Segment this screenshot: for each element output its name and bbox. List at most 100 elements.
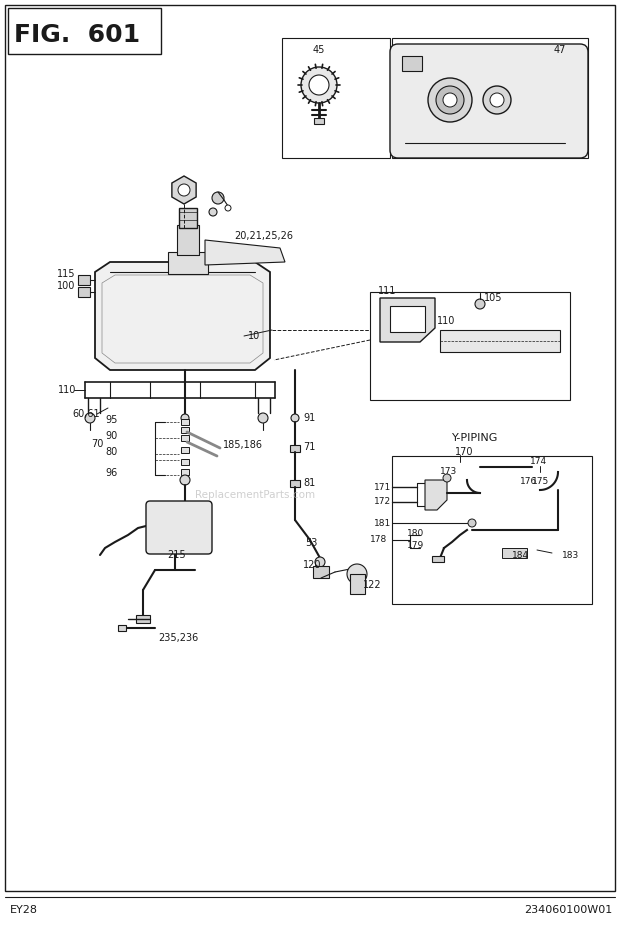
Bar (155, 530, 205, 540)
Text: 10: 10 (248, 331, 260, 341)
Circle shape (178, 184, 190, 196)
Bar (168, 252, 208, 274)
Text: 100: 100 (57, 281, 76, 291)
Polygon shape (95, 262, 270, 370)
Bar (181, 435, 189, 441)
Text: 180: 180 (407, 529, 424, 537)
Text: ReplacementParts.com: ReplacementParts.com (195, 490, 315, 500)
Text: 20,21,25,26: 20,21,25,26 (234, 231, 293, 241)
Circle shape (225, 205, 231, 211)
Circle shape (468, 519, 476, 527)
Circle shape (171, 518, 179, 526)
Text: 184: 184 (512, 550, 529, 559)
Circle shape (443, 93, 457, 107)
Text: 172: 172 (374, 497, 391, 507)
Text: 80: 80 (105, 447, 117, 457)
Text: 179: 179 (407, 541, 424, 549)
Bar (181, 427, 189, 433)
Text: 183: 183 (562, 550, 579, 559)
Bar (155, 510, 205, 520)
Bar (8, 8, 161, 54)
Text: 178: 178 (370, 535, 388, 544)
Bar (181, 447, 189, 453)
Text: 170: 170 (455, 447, 474, 457)
Bar (181, 419, 189, 425)
Text: 47: 47 (554, 45, 566, 55)
Text: FIG.  601: FIG. 601 (14, 23, 140, 47)
Bar (440, 330, 560, 352)
Text: 174: 174 (530, 457, 547, 467)
Bar (78, 275, 90, 285)
Circle shape (301, 67, 337, 103)
Circle shape (490, 93, 504, 107)
Text: Y-PIPING: Y-PIPING (452, 433, 498, 443)
Bar (181, 469, 189, 475)
Text: 235,236: 235,236 (158, 633, 198, 643)
Bar (78, 287, 90, 297)
Bar (290, 445, 300, 452)
Text: 91: 91 (303, 413, 315, 423)
Circle shape (209, 208, 217, 216)
Circle shape (483, 86, 511, 114)
Text: 53: 53 (305, 538, 317, 548)
Circle shape (443, 474, 451, 482)
Text: 90: 90 (105, 431, 117, 441)
Bar (314, 118, 324, 124)
Text: 95: 95 (105, 415, 117, 425)
Text: 176: 176 (520, 478, 538, 486)
Bar (370, 292, 570, 400)
Text: EY28: EY28 (10, 905, 38, 915)
Text: 171: 171 (374, 482, 391, 492)
Circle shape (291, 414, 299, 422)
Circle shape (475, 299, 485, 309)
Bar (282, 38, 390, 158)
Text: 120: 120 (303, 560, 322, 570)
Polygon shape (380, 298, 435, 342)
Circle shape (309, 75, 329, 95)
Text: 105: 105 (484, 293, 502, 303)
Text: 234060100W01: 234060100W01 (524, 905, 612, 915)
Bar (118, 625, 126, 631)
Text: 96: 96 (105, 468, 117, 478)
FancyBboxPatch shape (390, 44, 588, 158)
Text: 215: 215 (167, 550, 185, 560)
Text: 45: 45 (313, 45, 325, 55)
Bar (181, 459, 189, 465)
Text: 122: 122 (363, 580, 382, 590)
Text: 70: 70 (91, 439, 104, 449)
Circle shape (258, 413, 268, 423)
Bar (390, 306, 425, 332)
Circle shape (436, 86, 464, 114)
Text: 110: 110 (58, 385, 76, 395)
Bar (432, 556, 444, 562)
Bar (179, 208, 197, 228)
Bar (177, 225, 199, 255)
Polygon shape (172, 176, 196, 204)
Text: 115: 115 (57, 269, 76, 279)
Bar (290, 480, 300, 487)
Text: 71: 71 (303, 442, 316, 452)
Circle shape (85, 413, 95, 423)
Text: 60,61: 60,61 (72, 409, 100, 419)
Circle shape (167, 514, 183, 530)
Circle shape (315, 557, 325, 567)
Text: 111: 111 (378, 286, 396, 296)
Polygon shape (205, 240, 285, 265)
Circle shape (428, 78, 472, 122)
Bar (402, 56, 422, 71)
Text: 81: 81 (303, 478, 315, 488)
Text: 173: 173 (440, 468, 458, 477)
Circle shape (181, 414, 189, 422)
Circle shape (347, 564, 367, 584)
FancyBboxPatch shape (146, 501, 212, 554)
Bar (392, 456, 592, 604)
Bar (502, 548, 527, 558)
Text: 181: 181 (374, 519, 391, 528)
Bar (392, 38, 588, 158)
Text: 175: 175 (532, 478, 549, 486)
Bar (350, 574, 365, 594)
Circle shape (180, 475, 190, 485)
Text: 185,186: 185,186 (223, 440, 263, 450)
Circle shape (212, 192, 224, 204)
Text: 110: 110 (437, 316, 455, 326)
